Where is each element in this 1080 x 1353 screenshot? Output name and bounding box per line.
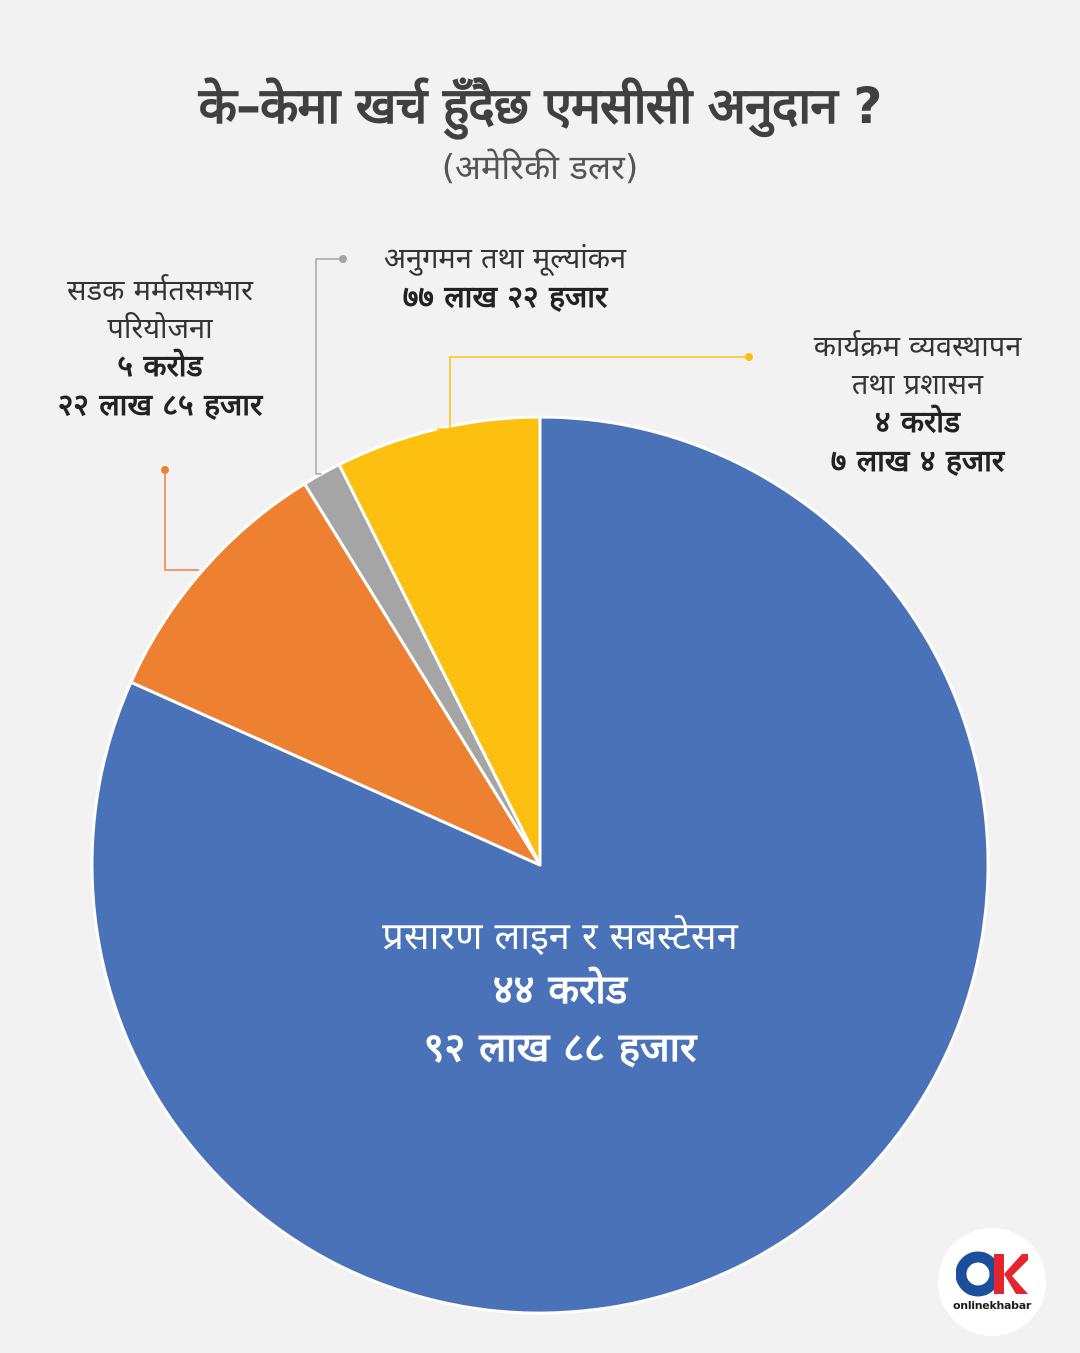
leader-line-monitoring-dot: [339, 255, 347, 263]
leader-line-monitoring: [315, 258, 343, 475]
leader-line-road: [164, 470, 199, 571]
slice-name: प्रसारण लाइन र सबस्टेसन: [382, 914, 738, 958]
leader-line-road-dot: [161, 466, 169, 474]
leader-line-program: [436, 356, 749, 430]
pie-slice-1: [129, 482, 542, 867]
slice-amount-line2: ९२ लाख ८८ हजार: [423, 1025, 697, 1072]
chart-title: के–केमा खर्च हुँदैछ एमसीसी अनुदान ?: [198, 77, 883, 135]
logo-wordmark: onlinekhabar: [953, 1299, 1031, 1312]
slice-amount-line2: ७ लाख ४ हजार: [830, 444, 1005, 480]
label-program-management: कार्यक्रम व्यवस्थापन तथा प्रशासन ४ करोड …: [775, 328, 1060, 481]
label-road-maintenance: सडक मर्मतसम्भार परियोजना ५ करोड २२ लाख ८…: [20, 272, 300, 425]
chart-subtitle: (अमेरिकी डलर): [441, 148, 639, 188]
slice-name-line1: कार्यक्रम व्यवस्थापन: [813, 329, 1022, 363]
ok-logo-icon: [956, 1251, 1028, 1297]
label-transmission-line: प्रसारण लाइन र सबस्टेसन ४४ करोड ९२ लाख ८…: [240, 912, 880, 1077]
slice-name-line1: सडक मर्मतसम्भार: [67, 273, 253, 307]
onlinekhabar-logo: onlinekhabar: [938, 1228, 1046, 1336]
slice-amount-line1: ५ करोड: [117, 349, 203, 385]
slice-amount-line1: ४४ करोड: [492, 967, 628, 1014]
slice-amount-line1: ४ करोड: [874, 405, 961, 441]
slice-amount: ७७ लाख २२ हजार: [402, 279, 608, 315]
slice-amount-line2: २२ लाख ८५ हजार: [57, 388, 263, 424]
slice-name: अनुगमन तथा मूल्यांकन: [383, 241, 627, 275]
label-monitoring-evaluation: अनुगमन तथा मूल्यांकन ७७ लाख २२ हजार: [345, 240, 665, 317]
slice-name-line2: परियोजना: [107, 310, 213, 345]
slice-name-line2: तथा प्रशासन: [851, 366, 984, 401]
leader-line-program-dot: [745, 353, 753, 361]
